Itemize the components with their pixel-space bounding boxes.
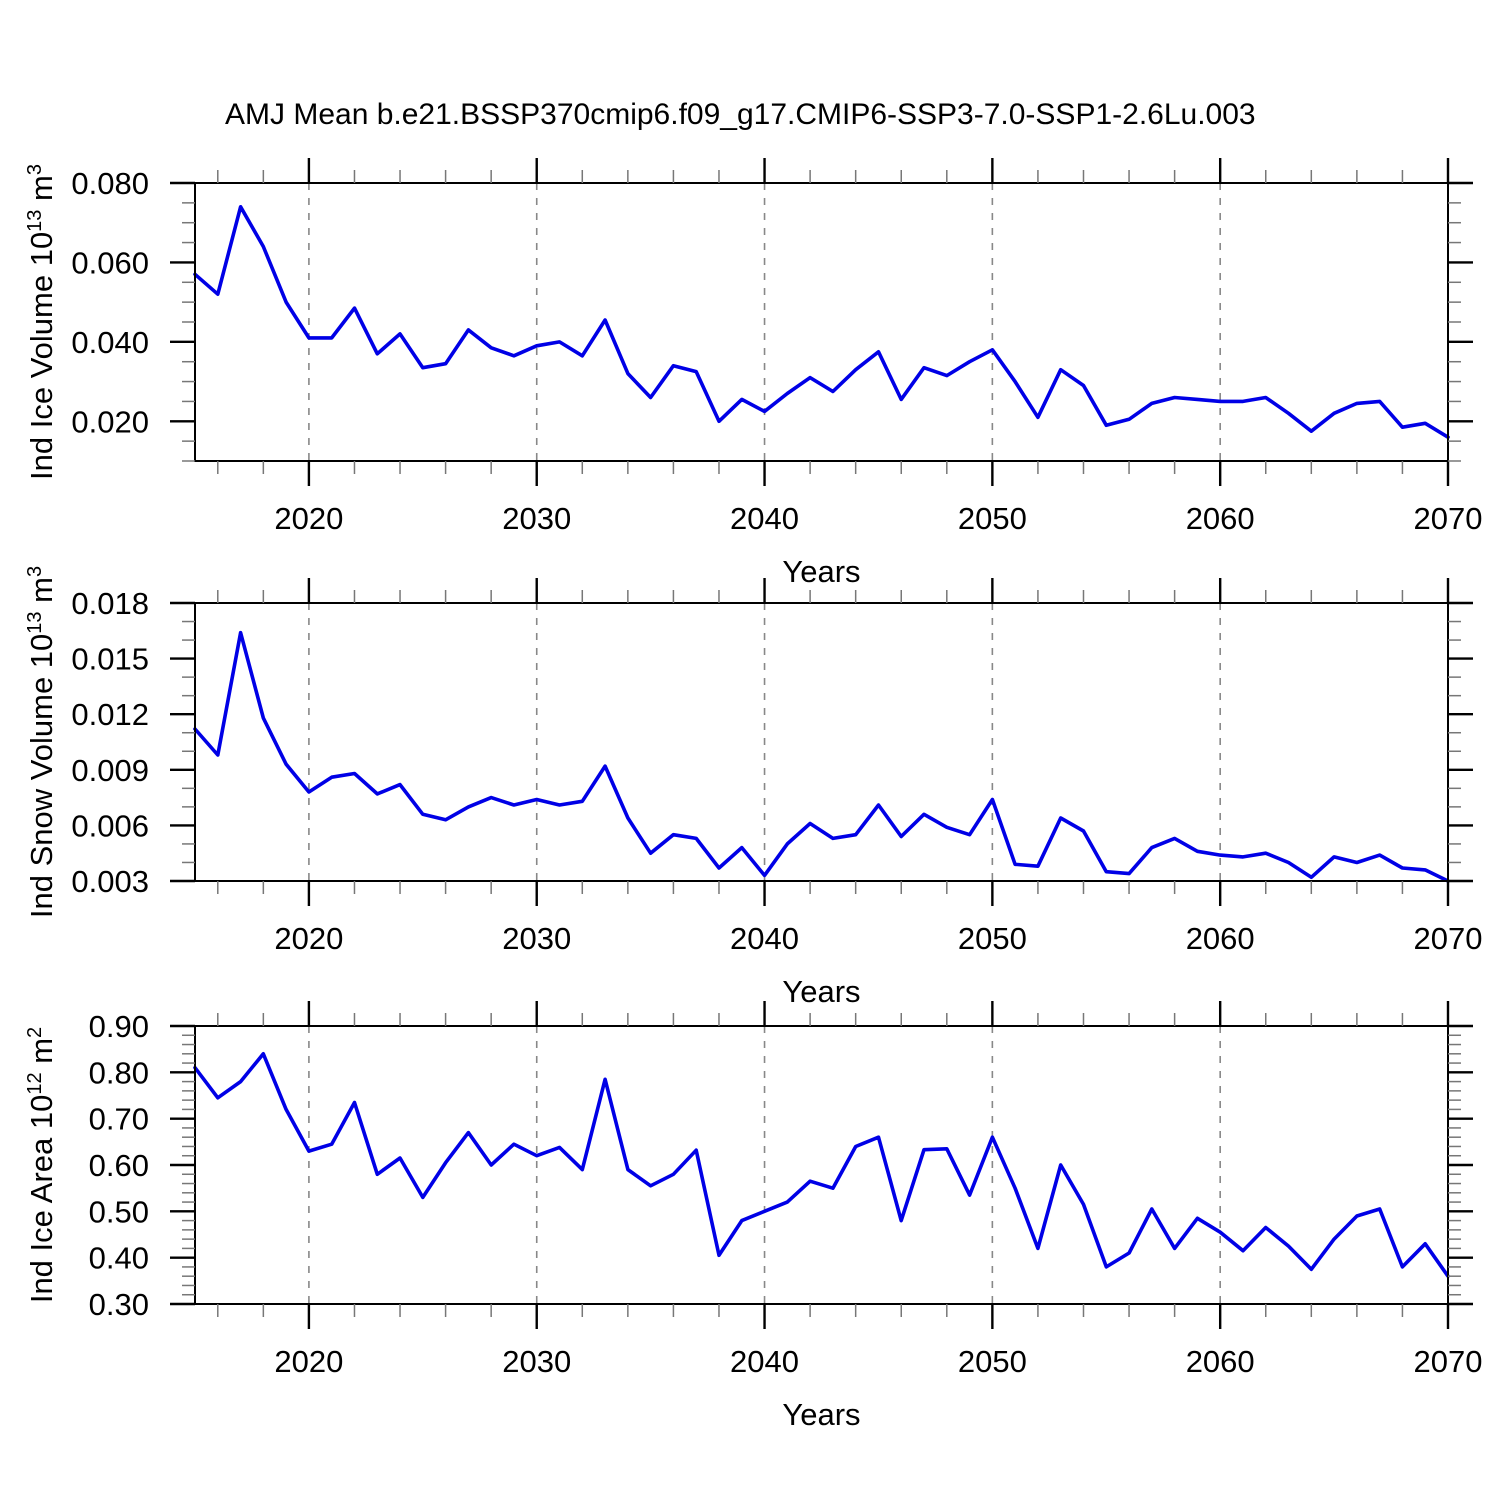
x-tick-label-2020: 2020	[274, 1344, 343, 1379]
x-tick-label-2070: 2070	[1414, 921, 1483, 956]
x-tick-label-2070: 2070	[1414, 501, 1483, 536]
x-tick-label-2070: 2070	[1414, 1344, 1483, 1379]
y-tick-label: 0.70	[89, 1102, 149, 1137]
y-tick-label: 0.009	[71, 753, 149, 788]
x-tick-label-2040: 2040	[730, 921, 799, 956]
x-tick-label-2050: 2050	[958, 501, 1027, 536]
ice-volume-y-axis-title: Ind Ice Volume 1013 m3	[24, 164, 59, 480]
ice-area-x-axis-title: Years	[782, 1397, 860, 1432]
y-tick-label: 0.50	[89, 1194, 149, 1229]
ice-area-y-axis-title: Ind Ice Area 1012 m2	[24, 1027, 59, 1303]
panel-ice-volume: 2020 2030 2040 2050 2060 2070 Years 0.020 0.040 0…	[24, 158, 1482, 589]
y-tick-label: 0.60	[89, 1148, 149, 1183]
panel-ice-area: 2020 2030 2040 2050 2060 2070 Years 0.30 0.40 0.5…	[24, 1001, 1482, 1432]
x-tick-label-2030: 2030	[502, 921, 571, 956]
y-tick-label: 0.006	[71, 808, 149, 843]
y-tick-label: 0.90	[89, 1009, 149, 1044]
y-tick-label: 0.015	[71, 642, 149, 677]
y-tick-label: 0.40	[89, 1241, 149, 1276]
plot-frame	[194, 1025, 1449, 1305]
y-tick-label: 0.060	[71, 245, 149, 280]
snow-volume-series-line	[193, 630, 1450, 883]
y-tick-label: 0.080	[71, 166, 149, 201]
x-tick-label-2050: 2050	[958, 921, 1027, 956]
ice-area-series-line	[193, 1052, 1450, 1278]
ice-volume-series-line	[193, 205, 1450, 440]
x-tick-label-2060: 2060	[1186, 501, 1255, 536]
snow-volume-x-axis-title: Years	[782, 974, 860, 1009]
y-tick-label: 0.018	[71, 586, 149, 621]
ice-volume-x-axis-title: Years	[782, 554, 860, 589]
y-tick-label: 0.30	[89, 1287, 149, 1322]
y-tick-label: 0.040	[71, 325, 149, 360]
x-tick-label-2060: 2060	[1186, 1344, 1255, 1379]
y-tick-label: 0.003	[71, 864, 149, 899]
figure-title: AMJ Mean b.e21.BSSP370cmip6.f09_g17.CMIP…	[225, 98, 1256, 131]
x-tick-label-2020: 2020	[274, 501, 343, 536]
panel-snow-volume: 2020 2030 2040 2050 2060 2070 Years 0.003 0.006 0…	[24, 566, 1482, 1009]
x-tick-label-2030: 2030	[502, 1344, 571, 1379]
snow-volume-y-axis-title: Ind Snow Volume 1013 m3	[24, 566, 59, 918]
x-tick-label-2040: 2040	[730, 1344, 799, 1379]
x-tick-label-2020: 2020	[274, 921, 343, 956]
plot-frame	[194, 182, 1449, 462]
x-tick-label-2030: 2030	[502, 501, 571, 536]
y-tick-label: 0.80	[89, 1055, 149, 1090]
y-tick-label: 0.020	[71, 404, 149, 439]
x-tick-label-2060: 2060	[1186, 921, 1255, 956]
y-tick-label: 0.012	[71, 697, 149, 732]
plot-frame	[194, 602, 1449, 882]
x-tick-label-2050: 2050	[958, 1344, 1027, 1379]
x-tick-label-2040: 2040	[730, 501, 799, 536]
